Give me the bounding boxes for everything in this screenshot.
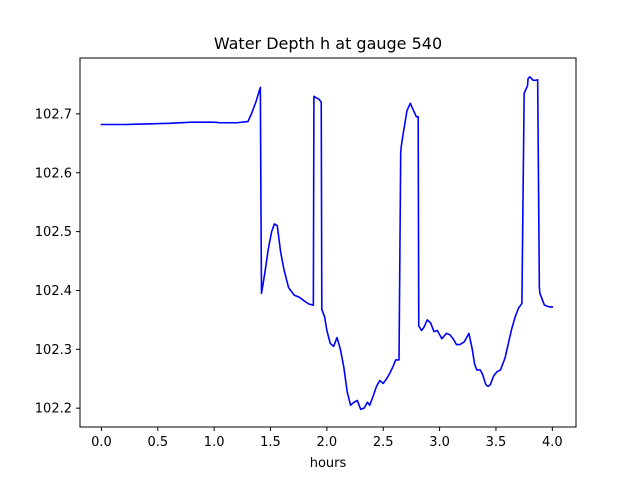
- x-tick-label: 1.5: [260, 435, 281, 450]
- plot-area: 0.0 0.5 1.0 1.5 2.0 2.5 3.0 3.5 4.0 102.2 102.3 102…: [35, 57, 577, 450]
- x-tick-label: 3.5: [486, 435, 507, 450]
- x-tick-label: 2.5: [373, 435, 394, 450]
- x-tick-label: 0.0: [91, 435, 112, 450]
- axes-frame: [79, 57, 577, 428]
- y-tick-label: 102.2: [35, 402, 72, 417]
- chart-title: Water Depth h at gauge 540: [214, 34, 442, 53]
- y-tick-label: 102.5: [35, 225, 72, 240]
- x-tick-label: 0.5: [147, 435, 168, 450]
- x-tick-label: 1.0: [204, 435, 225, 450]
- x-tick-label: 3.0: [429, 435, 450, 450]
- y-tick-label: 102.3: [35, 343, 72, 358]
- x-axis-label: hours: [310, 456, 347, 471]
- y-tick-label: 102.7: [35, 107, 72, 122]
- y-tick-label: 102.6: [35, 166, 72, 181]
- x-tick-label: 2.0: [317, 435, 338, 450]
- x-tick-label: 4.0: [542, 435, 563, 450]
- series-line: [100, 76, 554, 411]
- y-tick-label: 102.4: [35, 284, 72, 299]
